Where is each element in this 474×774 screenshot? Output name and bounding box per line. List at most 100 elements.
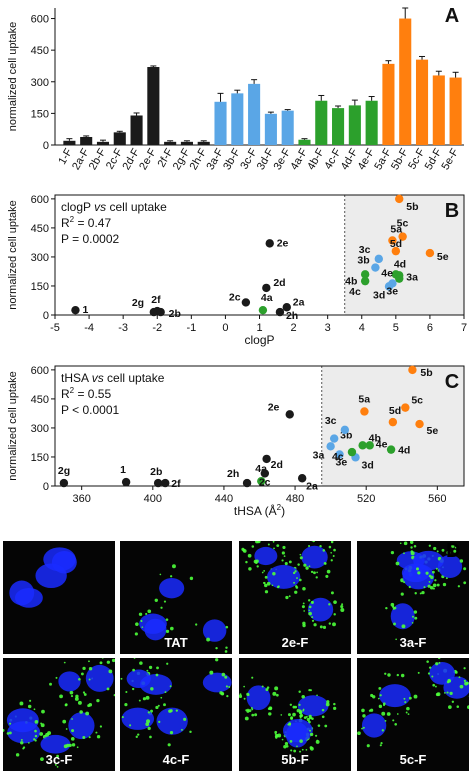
micrograph-image <box>120 658 232 747</box>
signal-dot <box>427 584 431 588</box>
signal-dot <box>442 582 447 587</box>
data-point-5a <box>360 407 369 416</box>
point-label-4a: 4a <box>255 463 267 475</box>
signal-dot <box>267 543 270 546</box>
nucleus <box>156 707 188 735</box>
x-axis-label: tHSA (Å2) <box>234 503 285 518</box>
signal-dot <box>284 562 288 566</box>
signal-dot <box>134 632 138 636</box>
signal-dot <box>463 679 466 683</box>
signal-dot <box>251 676 254 679</box>
signal-dot <box>288 595 291 598</box>
signal-dot <box>87 704 91 708</box>
signal-dot <box>325 574 329 578</box>
signal-dot <box>101 658 104 659</box>
bar <box>164 141 177 145</box>
signal-dot <box>400 592 404 596</box>
point-label-2h: 2h <box>227 468 239 480</box>
y-tick-label: 600 <box>31 14 49 26</box>
signal-dot <box>434 685 437 688</box>
signal-dot <box>63 661 66 664</box>
signal-dot <box>8 731 12 735</box>
signal-dot <box>386 712 391 716</box>
signal-dot <box>306 717 310 722</box>
y-axis-label: normalized cell uptake <box>7 371 19 480</box>
signal-dot <box>431 675 434 678</box>
nucleus <box>282 718 313 743</box>
signal-dot <box>328 622 331 625</box>
data-point-5e <box>425 248 435 258</box>
signal-dot <box>403 697 406 700</box>
signal-dot <box>413 545 417 548</box>
bar <box>298 139 311 145</box>
signal-dot <box>298 690 301 694</box>
micrograph-label: 2e-F <box>281 635 309 650</box>
signal-dot <box>248 709 252 713</box>
nucleus <box>202 672 232 693</box>
signal-dot <box>293 749 297 753</box>
signal-dot <box>82 691 86 694</box>
nucleus <box>68 712 95 740</box>
signal-dot <box>311 616 314 619</box>
signal-dot <box>221 672 226 677</box>
signal-dot <box>298 578 302 582</box>
signal-dot <box>322 625 327 629</box>
signal-dot <box>317 724 321 727</box>
signal-dot <box>404 701 407 704</box>
signal-dot <box>256 541 261 544</box>
panel-letter-c: C <box>445 371 459 393</box>
micrograph-image <box>241 541 345 629</box>
signal-dot <box>432 570 435 574</box>
nucleus <box>254 546 278 566</box>
signal-dot <box>156 666 159 670</box>
signal-dot <box>454 546 457 549</box>
signal-dot <box>273 547 275 550</box>
point-label-4d: 4d <box>398 445 410 457</box>
signal-dot <box>403 541 408 546</box>
signal-dot <box>261 571 264 574</box>
x-tick-label: 2 <box>291 322 297 334</box>
signal-dot <box>147 609 152 614</box>
signal-dot <box>28 742 30 744</box>
signal-dot <box>308 605 312 609</box>
nucleus <box>413 550 444 571</box>
signal-dot <box>20 738 23 741</box>
x-tick-label: 2b-F <box>87 146 109 172</box>
signal-dot <box>332 555 335 557</box>
point-label-5b: 5b <box>420 367 432 379</box>
signal-dot <box>311 619 315 622</box>
signal-dot <box>451 544 455 548</box>
signal-dot <box>309 716 313 720</box>
signal-dot <box>426 660 429 663</box>
signal-dot <box>40 723 45 728</box>
signal-dot <box>287 713 291 717</box>
nucleus <box>14 587 43 608</box>
signal-dot <box>417 671 420 674</box>
signal-dot <box>321 715 325 719</box>
x-tick-label: 3b-F <box>221 146 243 172</box>
signal-dot <box>454 670 458 674</box>
signal-dot <box>76 746 79 749</box>
signal-dot <box>297 563 300 566</box>
signal-dot <box>310 600 314 604</box>
signal-dot <box>137 733 140 736</box>
x-tick-label: -3 <box>118 322 128 334</box>
signal-dot <box>169 709 173 713</box>
signal-dot <box>195 623 198 626</box>
signal-dot <box>415 567 420 571</box>
signal-dot <box>183 717 187 721</box>
signal-dot <box>243 697 246 700</box>
signal-dot <box>82 666 86 671</box>
x-tick-label: 3 <box>325 322 331 334</box>
signal-dot <box>451 700 455 703</box>
signal-dot <box>241 547 245 551</box>
data-point-4b <box>360 270 370 279</box>
signal-dot <box>150 709 153 713</box>
signal-dot <box>142 697 147 701</box>
nucleus <box>437 554 463 578</box>
data-point-3b <box>329 434 339 443</box>
bar <box>96 141 110 145</box>
signal-dot <box>225 646 228 649</box>
signal-dot <box>239 693 242 696</box>
signal-dot <box>289 740 293 743</box>
